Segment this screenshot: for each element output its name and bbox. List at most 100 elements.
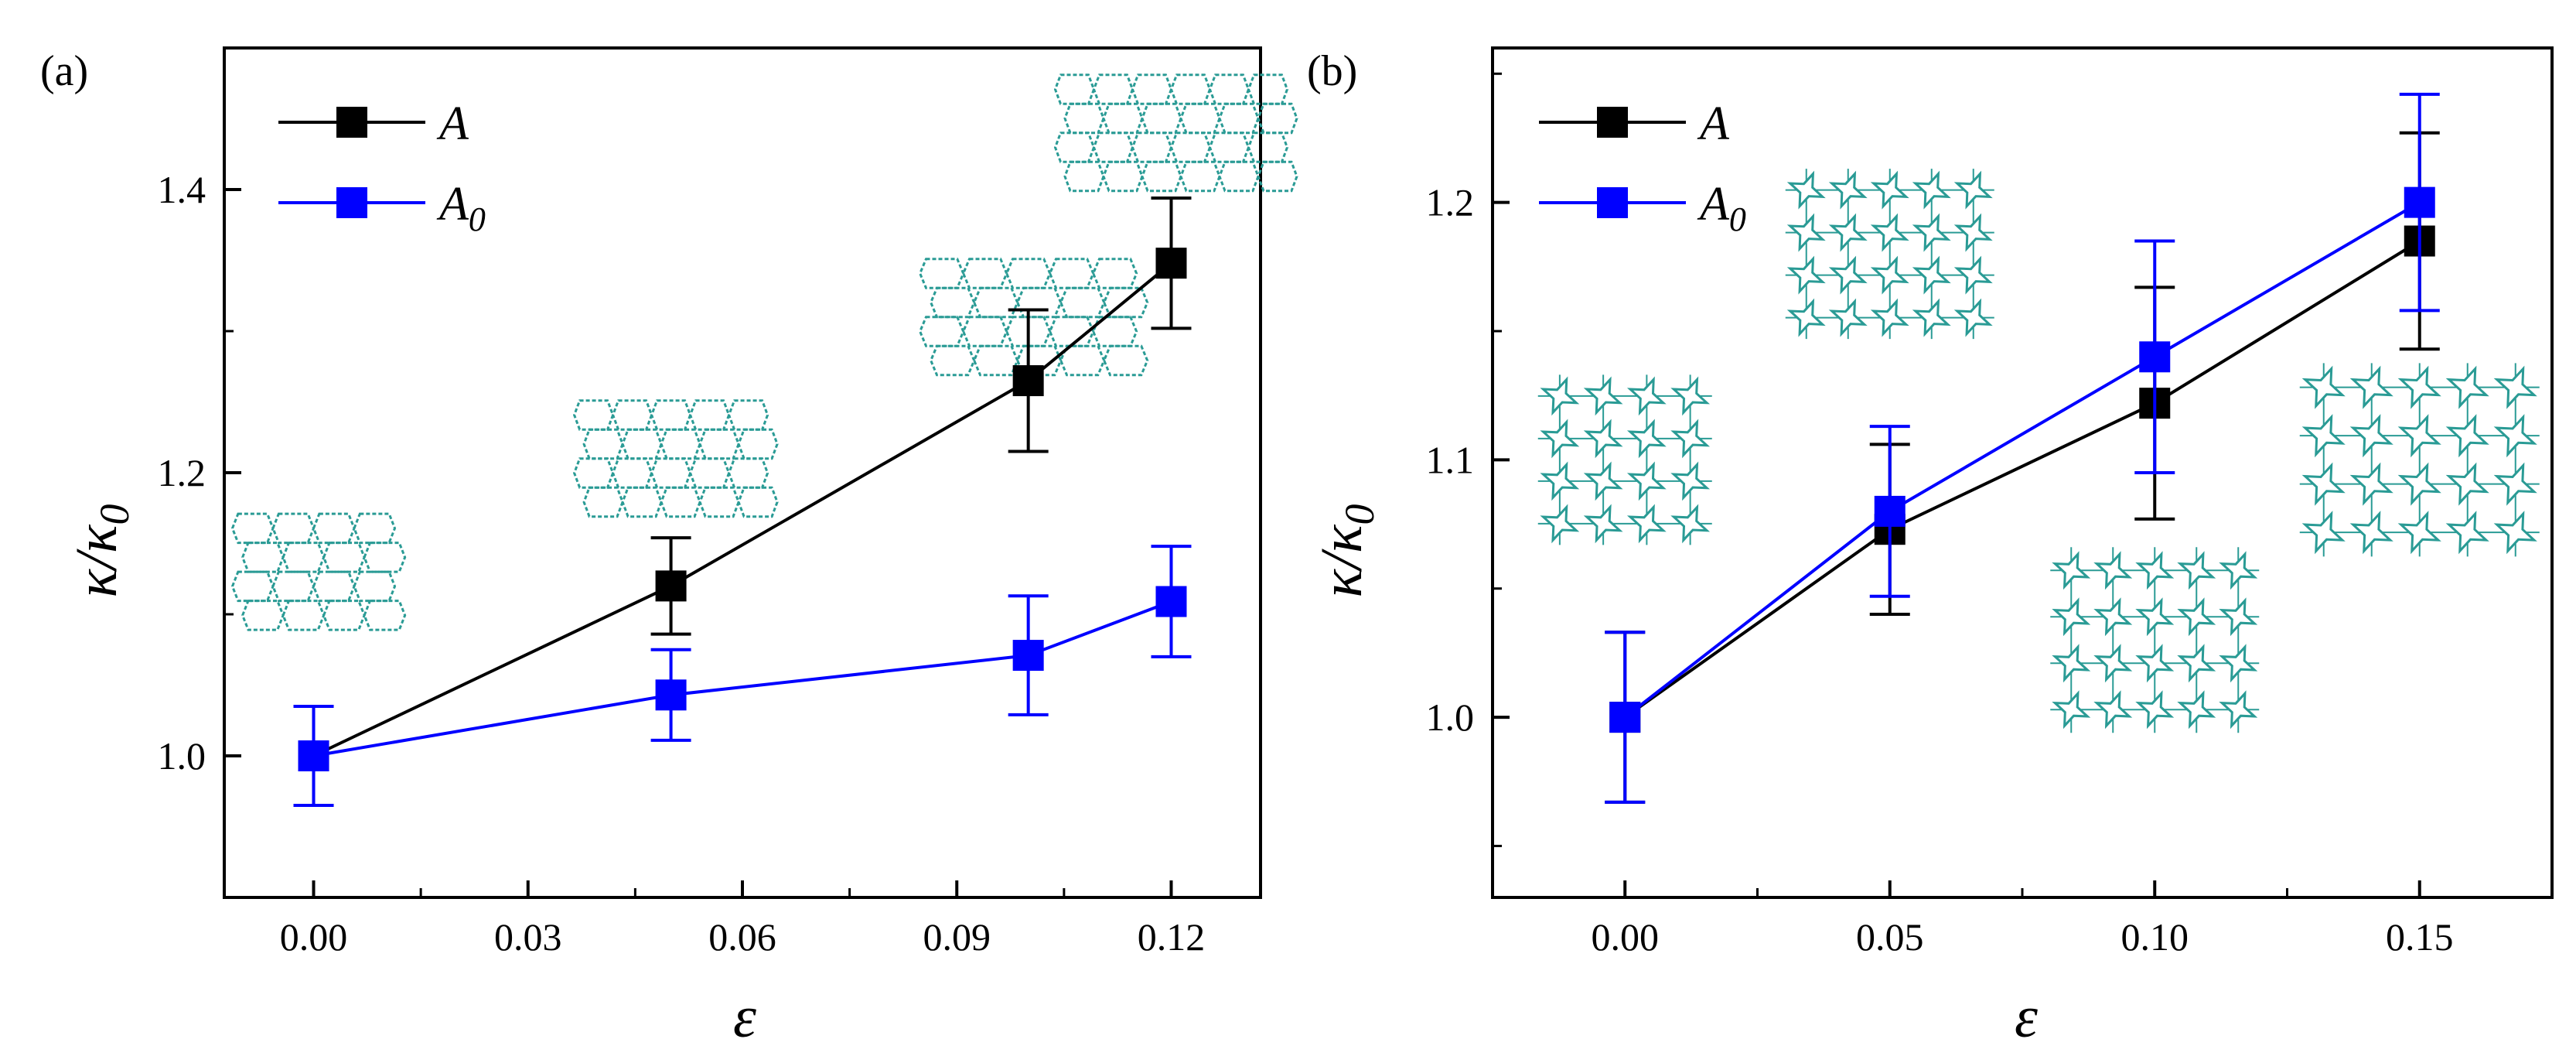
star-lattice-inset-e000-star bbox=[1626, 376, 1667, 416]
star-lattice-inset-e015-star bbox=[2397, 414, 2441, 458]
ticks-a: 0.00 0.03 0.06 0.09 0.12 1.0 1.2 1.4 bbox=[158, 168, 1206, 959]
star-lattice-inset-e010-star bbox=[2219, 690, 2258, 730]
data-point-b-A0 bbox=[1874, 495, 1906, 527]
lattice-inset-e012-cell bbox=[1247, 132, 1289, 163]
legend-b: A A0 bbox=[1539, 97, 1746, 238]
legend-b-label-A0-main: A bbox=[1697, 178, 1730, 231]
star-lattice-inset-e010-star bbox=[2052, 597, 2091, 637]
legend-b-marker-A0 bbox=[1597, 187, 1628, 218]
series-line-b-A bbox=[1624, 239, 2421, 719]
x-tick-label-a: 0.12 bbox=[1138, 915, 1206, 959]
star-lattice-inset-e015-star bbox=[2349, 462, 2393, 506]
x-tick-label-b: 0.15 bbox=[2386, 915, 2454, 959]
star-lattice-inset-e015-star bbox=[2301, 365, 2346, 409]
star-lattice-inset-e000-star bbox=[1540, 461, 1580, 501]
y-axis-title-a-main: κ/κ bbox=[64, 524, 129, 598]
x-tick-label-a: 0.09 bbox=[923, 915, 991, 959]
star-lattice-inset-e010-star bbox=[2093, 551, 2133, 590]
star-lattice-inset-e005-star bbox=[1786, 170, 1826, 210]
star-lattice-inset-e015-star bbox=[2445, 511, 2489, 555]
legend-b-label-A0-sub: 0 bbox=[1729, 200, 1746, 238]
lattice-inset-e000-cell bbox=[353, 570, 397, 603]
y-axis-title-b-main: κ/κ bbox=[1309, 524, 1374, 598]
star-lattice-inset-e010-star bbox=[2177, 551, 2216, 590]
lattice-inset-e005-cell bbox=[688, 457, 731, 489]
star-lattice-inset-e005-star bbox=[1828, 298, 1868, 337]
chart-panel-b: (b) 0.00 0.05 0.10 0.151.01.11.2 A A0 ε κ/κ… bbox=[1307, 46, 2554, 1050]
star-lattice-inset-e010-star bbox=[2052, 644, 2091, 683]
star-lattice-inset-e000-star bbox=[1583, 461, 1623, 501]
lattice-inset-e010-cell bbox=[1016, 286, 1063, 319]
lattice-inset-e005-cell bbox=[621, 428, 663, 460]
legend-a: A A0 bbox=[278, 97, 486, 238]
lattice-inset-e012-cell bbox=[1141, 160, 1182, 193]
star-lattice-inset-e005-star bbox=[1912, 298, 1951, 337]
data-point-a-A bbox=[1155, 248, 1187, 279]
lattice-inset-e005-cell bbox=[582, 428, 624, 460]
lattice-inset-e010-cell bbox=[1103, 344, 1149, 377]
y-tick-label-b: 1.0 bbox=[1426, 696, 1475, 739]
lattice-inset-e005-cell bbox=[660, 428, 701, 460]
lattice-inset-e012-cell bbox=[1257, 160, 1298, 193]
star-lattice-inset-e010-star bbox=[2093, 690, 2133, 730]
star-lattice-inset-e005-star bbox=[1870, 170, 1909, 210]
star-lattice-inset-e015-star bbox=[2349, 511, 2393, 555]
lattice-inset-e005-cell bbox=[698, 428, 740, 460]
star-lattice-inset-e015-star bbox=[2349, 365, 2393, 409]
data-point-a-A bbox=[1012, 365, 1044, 397]
star-lattice-inset-e005-star bbox=[1870, 255, 1909, 295]
lattice-inset-e010-cell bbox=[973, 344, 1019, 377]
x-tick-label-b: 0.00 bbox=[1592, 915, 1660, 959]
star-lattice-inset-e000-star bbox=[1670, 376, 1711, 416]
star-lattice-inset-e000-star bbox=[1626, 504, 1667, 544]
legend-b-label-A: A bbox=[1697, 97, 1730, 150]
y-tick-label-a: 1.0 bbox=[158, 734, 206, 778]
lattice-inset-e000-cell bbox=[241, 600, 285, 631]
data-point-b-A0 bbox=[2404, 186, 2435, 218]
lattice-inset-e005-cell bbox=[727, 399, 769, 431]
data-point-a-A0 bbox=[1012, 640, 1044, 672]
star-lattice-inset-e005-star bbox=[1953, 170, 1993, 210]
star-lattice-inset-e010-star bbox=[2219, 597, 2258, 637]
y-tick-label-a: 1.2 bbox=[158, 451, 206, 494]
legend-a-marker-A bbox=[336, 107, 367, 138]
star-lattice-inset-e010-star bbox=[2135, 597, 2175, 637]
lattice-inset-e012-cell bbox=[1053, 73, 1096, 105]
lattice-inset-e000-cell bbox=[281, 542, 326, 573]
lattice-inset-e000 bbox=[230, 512, 407, 631]
lattice-inset-e000-cell bbox=[271, 570, 316, 603]
star-lattice-inset-e000-star bbox=[1670, 419, 1711, 459]
star-lattice-inset-e015-star bbox=[2493, 365, 2537, 409]
y-axis-title-a: κ/κ0 bbox=[64, 504, 138, 597]
chart-panel-a: (a) 0.00 0.03 0.06 0.09 0.121.01.21.4 A A0 ε… bbox=[40, 46, 1298, 1050]
star-lattice-inset-e010-star bbox=[2177, 690, 2216, 730]
series-line-b-A0 bbox=[1624, 200, 2421, 719]
series-b bbox=[1605, 92, 2440, 804]
ticks-b: 0.00 0.05 0.10 0.15 1.0 1.1 1.2 bbox=[1426, 72, 2454, 959]
star-lattice-inset-e005-star bbox=[1953, 255, 1993, 295]
lattice-inset-e012-cell bbox=[1169, 73, 1212, 105]
lattice-inset-e012-cell bbox=[1179, 160, 1221, 193]
lattice-inset-e010-cell bbox=[973, 286, 1019, 319]
x-tick-label-a: 0.06 bbox=[708, 915, 776, 959]
lattice-inset-e012-cell bbox=[1208, 73, 1250, 105]
lattice-inset-e000-cell bbox=[312, 512, 356, 545]
star-lattice-inset-e005-star bbox=[1870, 298, 1909, 337]
lattice-inset-e012-cell bbox=[1169, 132, 1212, 163]
star-lattice-inset-e005-star bbox=[1953, 298, 1993, 337]
star-lattice-inset-e005-star bbox=[1953, 213, 1993, 252]
lattice-inset-e010-cell bbox=[930, 344, 976, 377]
star-lattice-inset-e010-star bbox=[2135, 644, 2175, 683]
legend-b-label-A0: A0 bbox=[1697, 178, 1746, 238]
lattice-inset-e012-cell bbox=[1063, 160, 1105, 193]
lattice-inset-e005-cell bbox=[582, 486, 624, 518]
star-lattice-inset-e015-star bbox=[2397, 511, 2441, 555]
lattice-inset-e012-cell bbox=[1218, 160, 1260, 193]
star-lattice-inset-e010-star bbox=[2052, 551, 2091, 590]
lattice-inset-e012-cell bbox=[1208, 132, 1250, 163]
lattice-inset-e005-cell bbox=[660, 486, 701, 518]
star-lattice-inset-e015-star bbox=[2301, 462, 2346, 506]
legend-a-label-A0: A0 bbox=[436, 178, 486, 238]
lattice-inset-e005-cell bbox=[737, 428, 779, 460]
